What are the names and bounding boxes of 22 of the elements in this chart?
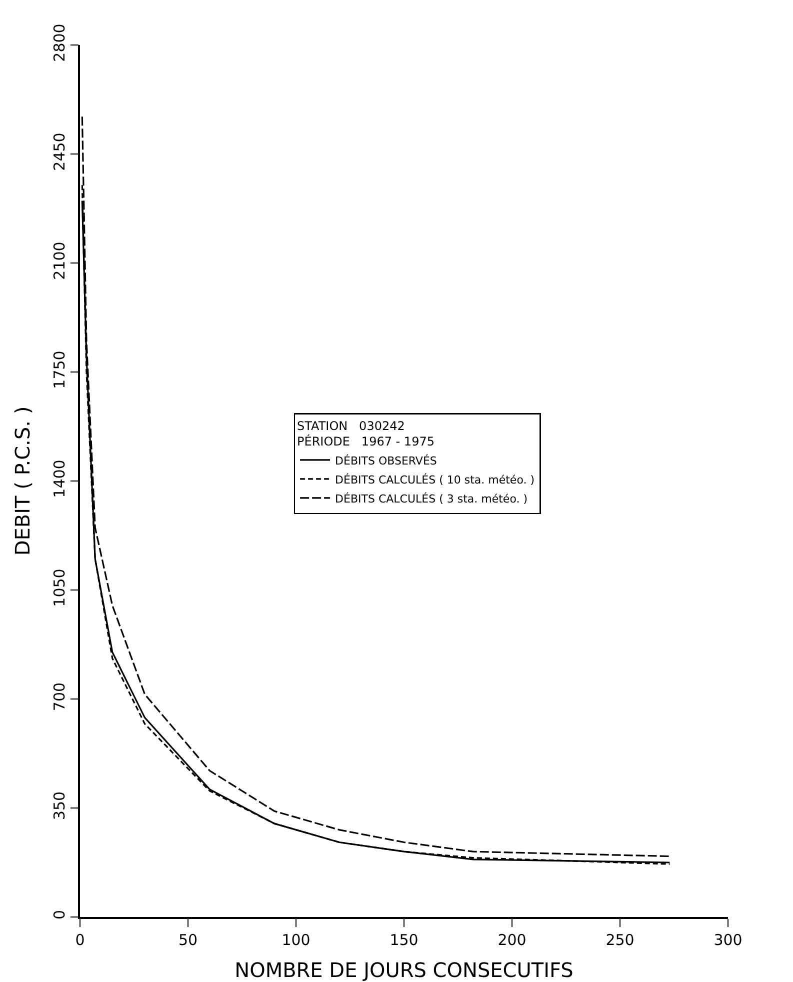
y-tick-label: 2800: [50, 24, 68, 62]
legend-label: DÉBITS OBSERVÉS: [335, 453, 437, 468]
y-tick-label: 0: [50, 910, 68, 920]
x-tick-label: 50: [178, 930, 198, 949]
x-tick-label: 300: [714, 930, 742, 949]
y-tick-label: 2450: [50, 132, 68, 171]
x-axis-title: NOMBRE DE JOURS CONSECUTIFS: [234, 958, 574, 982]
y-tick-label: 350: [50, 791, 68, 820]
legend-label: DÉBITS CALCULÉS ( 10 sta. météo. ): [335, 472, 535, 486]
y-tick-label: 1750: [50, 350, 68, 389]
x-tick-label: 0: [75, 930, 85, 949]
y-axis-title: DEBIT ( P.C.S. ): [10, 406, 34, 556]
legend-title: STATION 030242 PÉRIODE 1967 - 1975: [297, 418, 434, 448]
x-tick-label: 150: [390, 930, 418, 949]
x-tick-label: 250: [606, 930, 634, 949]
x-tick-label: 200: [498, 930, 526, 949]
y-tick-label: 2100: [50, 242, 68, 280]
y-tick-label: 700: [50, 682, 68, 712]
x-tick-label: 100: [282, 930, 310, 949]
y-tick-label: 1050: [50, 568, 68, 607]
y-tick-label: 1400: [50, 460, 68, 498]
legend-label: DÉBITS CALCULÉS ( 3 sta. météo. ): [335, 491, 528, 506]
